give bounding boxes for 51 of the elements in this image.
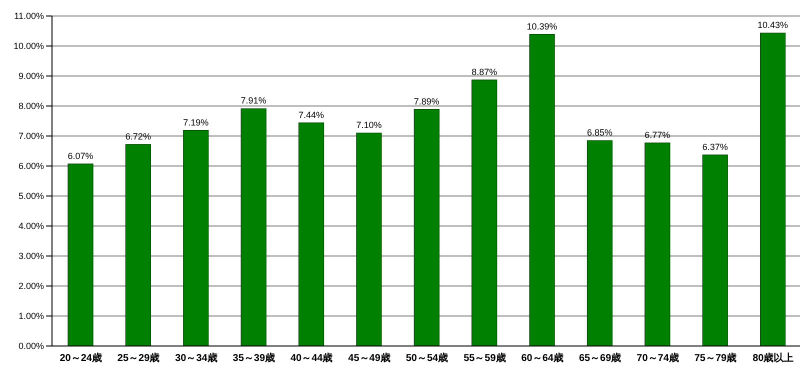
x-tick-label: 20～24歳 bbox=[60, 352, 102, 364]
data-label: 7.44% bbox=[298, 110, 324, 120]
bar bbox=[356, 132, 382, 346]
data-label: 7.10% bbox=[356, 120, 382, 130]
x-tick-label: 50～54歳 bbox=[406, 352, 448, 364]
data-label: 8.87% bbox=[472, 66, 498, 77]
y-tick-label: 5.00% bbox=[18, 191, 44, 202]
y-tick-label: 8.00% bbox=[18, 101, 44, 112]
data-label: 6.07% bbox=[68, 150, 94, 161]
data-label: 6.72% bbox=[125, 131, 151, 142]
x-tick-label: 40～44歳 bbox=[290, 352, 333, 364]
data-label: 10.43% bbox=[758, 20, 788, 30]
bar bbox=[414, 109, 440, 346]
data-label: 6.85% bbox=[586, 128, 612, 138]
x-tick-label: 70～74歳 bbox=[636, 352, 679, 364]
y-tick-label: 2.00% bbox=[18, 281, 44, 292]
bar bbox=[702, 154, 728, 346]
bar bbox=[68, 164, 94, 346]
y-tick-label: 11.00% bbox=[14, 11, 44, 22]
x-tick-label: 65～69歳 bbox=[578, 352, 622, 364]
x-tick-label: 35～39歳 bbox=[232, 352, 276, 364]
data-label: 6.77% bbox=[644, 130, 670, 140]
y-tick-label: 7.00% bbox=[18, 131, 44, 142]
y-tick-label: 0.00% bbox=[18, 341, 44, 352]
data-label: 6.37% bbox=[702, 142, 728, 152]
bar bbox=[472, 80, 498, 346]
bar bbox=[529, 34, 555, 346]
y-tick-label: 9.00% bbox=[18, 71, 44, 82]
x-tick-label: 60～64歳 bbox=[521, 352, 564, 364]
x-tick-label: 55～59歳 bbox=[464, 352, 506, 364]
bar bbox=[586, 140, 613, 346]
data-label: 7.19% bbox=[183, 117, 209, 128]
bar bbox=[183, 130, 209, 346]
x-tick-label: 25～29歳 bbox=[117, 352, 160, 364]
x-tick-label: 80歳以上 bbox=[752, 352, 794, 364]
y-tick-label: 6.00% bbox=[18, 161, 44, 172]
y-tick-label: 3.00% bbox=[18, 251, 44, 262]
bar bbox=[240, 108, 266, 346]
bar bbox=[125, 144, 151, 346]
bar bbox=[644, 142, 670, 346]
x-tick-label: 75～79歳 bbox=[694, 352, 737, 364]
y-tick-label: 1.00% bbox=[18, 311, 44, 322]
data-label: 7.89% bbox=[414, 96, 440, 106]
x-tick-label: 45～49歳 bbox=[348, 352, 390, 364]
bar bbox=[298, 122, 324, 346]
y-tick-label: 4.00% bbox=[18, 221, 44, 232]
data-label: 7.91% bbox=[240, 96, 266, 106]
bar bbox=[760, 32, 786, 346]
y-tick-label: 10.00% bbox=[13, 41, 44, 52]
x-tick-label: 30～34歳 bbox=[175, 352, 218, 364]
data-label: 10.39% bbox=[526, 21, 558, 32]
